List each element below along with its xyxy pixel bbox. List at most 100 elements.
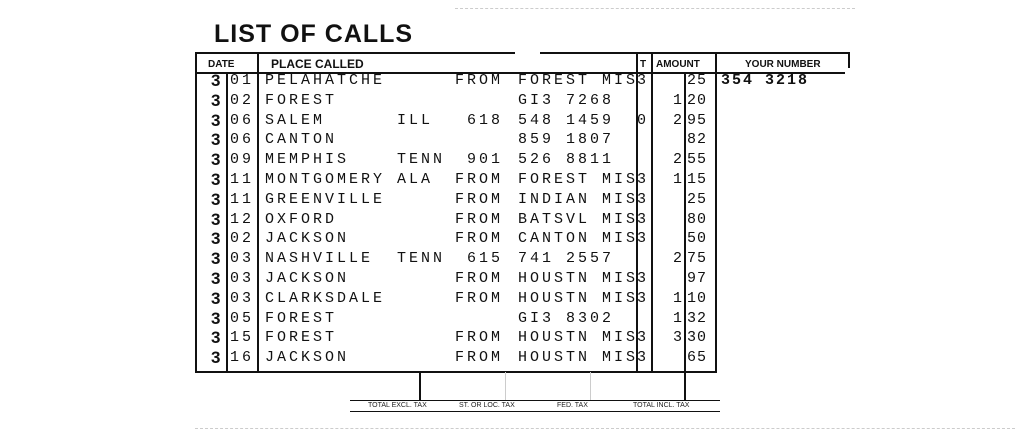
type-code: 3 xyxy=(637,349,650,367)
date-day: 16 xyxy=(230,349,255,367)
call-row: 3 15 FOREST FROM HOUSTN MIS 3 3 30 xyxy=(0,328,1023,348)
column-divider xyxy=(226,74,228,372)
total-incl-tax-label: TOTAL INCL. TAX xyxy=(633,402,690,409)
type-code: 3 xyxy=(637,230,650,248)
type-code: 3 xyxy=(637,329,650,347)
place-city: JACKSON xyxy=(265,230,350,248)
header-date: DATE xyxy=(208,59,235,70)
call-row: 3 05 FOREST GI3 8302 1 32 xyxy=(0,309,1023,329)
place-number: FOREST MIS xyxy=(518,171,639,188)
type-code: 3 xyxy=(637,289,650,307)
type-code: 3 xyxy=(637,210,650,228)
place-city: PELAHATCHE xyxy=(265,72,386,89)
place-number: HOUSTN MIS xyxy=(518,289,639,307)
place-state: ILL xyxy=(397,111,434,129)
amount-cents: 20 xyxy=(687,91,708,109)
header-your-number: YOUR NUMBER xyxy=(745,59,821,70)
column-divider xyxy=(715,52,717,372)
place-via: FROM xyxy=(455,190,504,208)
date-day: 03 xyxy=(230,270,255,287)
date-day: 11 xyxy=(230,190,255,208)
amount-cents: 25 xyxy=(687,190,708,208)
place-number: FOREST MIS xyxy=(518,72,639,89)
totals-divider xyxy=(590,372,591,400)
date-month: 3 xyxy=(211,150,221,170)
date-day: 06 xyxy=(230,131,255,149)
your-number: 354 3218 xyxy=(721,72,810,89)
place-city: FOREST xyxy=(265,91,338,109)
date-month: 3 xyxy=(211,249,221,269)
place-number: 548 1459 xyxy=(518,111,615,129)
place-city: MONTGOMERY xyxy=(265,171,386,188)
place-city: NASHVILLE xyxy=(265,250,374,268)
place-via: FROM xyxy=(455,329,504,347)
place-via: FROM xyxy=(455,171,504,188)
header-place-called: PLACE CALLED xyxy=(271,57,364,71)
place-city: JACKSON xyxy=(265,349,350,367)
scan-artifact xyxy=(195,428,1015,429)
place-number: CANTON MIS xyxy=(518,230,639,248)
place-via: FROM xyxy=(455,349,504,367)
amount-cents: 97 xyxy=(687,270,708,287)
date-month: 3 xyxy=(211,269,221,288)
place-number: 526 8811 xyxy=(518,151,615,169)
fed-tax-label: FED. TAX xyxy=(557,402,588,409)
place-number: GI3 8302 xyxy=(518,309,615,327)
call-row: 3 02 FOREST GI3 7268 1 20 xyxy=(0,91,1023,111)
amount-cents: 65 xyxy=(687,349,708,367)
place-via: FROM xyxy=(455,210,504,228)
amount-dollars: 1 xyxy=(672,171,683,188)
call-row: 3 03 CLARKSDALE FROM HOUSTN MIS 3 1 10 xyxy=(0,289,1023,309)
date-day: 09 xyxy=(230,151,255,169)
table-top-border xyxy=(195,52,515,54)
st-loc-tax-label: ST. OR LOC. TAX xyxy=(459,402,515,409)
column-divider xyxy=(257,52,259,372)
amount-cents: 10 xyxy=(687,289,708,307)
header-t: T xyxy=(640,59,647,70)
date-month: 3 xyxy=(211,189,221,209)
header-amount: AMOUNT xyxy=(656,59,700,70)
date-day: 02 xyxy=(230,91,255,109)
amount-cents: 15 xyxy=(687,171,708,188)
totals-line xyxy=(350,400,720,401)
totals-divider xyxy=(419,372,421,400)
amount-cents: 32 xyxy=(687,309,708,327)
place-city: JACKSON xyxy=(265,270,350,287)
date-month: 3 xyxy=(211,229,221,249)
amount-cents: 30 xyxy=(687,329,708,347)
date-month: 3 xyxy=(211,71,221,90)
place-number: HOUSTN MIS xyxy=(518,349,639,367)
amount-cents: 50 xyxy=(687,230,708,248)
place-via: 901 xyxy=(466,151,503,169)
place-number: HOUSTN MIS xyxy=(518,270,639,287)
place-city: FOREST xyxy=(265,329,338,347)
page-title: LIST OF CALLS xyxy=(214,20,414,48)
place-state: TENN xyxy=(397,151,446,169)
call-row: 3 06 CANTON 859 1807 82 xyxy=(0,130,1023,150)
place-city: CANTON xyxy=(265,131,338,149)
amount-cents: 82 xyxy=(687,131,708,149)
scan-artifact xyxy=(455,8,855,9)
call-row: 3 03 JACKSON FROM HOUSTN MIS 3 97 xyxy=(0,269,1023,289)
place-city: SALEM xyxy=(265,111,326,129)
place-number: 859 1807 xyxy=(518,131,615,149)
date-month: 3 xyxy=(211,130,221,150)
date-day: 11 xyxy=(230,171,255,188)
date-month: 3 xyxy=(211,110,221,130)
column-divider xyxy=(848,52,850,68)
date-month: 3 xyxy=(211,308,221,328)
date-day: 03 xyxy=(230,250,255,268)
call-row: 3 12 OXFORD FROM BATSVL MIS 3 80 xyxy=(0,210,1023,230)
amount-dollars: 2 xyxy=(672,111,683,129)
type-code: 3 xyxy=(637,171,650,188)
place-via: FROM xyxy=(455,270,504,287)
place-state: ALA xyxy=(397,171,434,188)
date-month: 3 xyxy=(211,90,221,110)
amount-cents: 95 xyxy=(687,111,708,129)
place-via: 618 xyxy=(466,111,503,129)
call-row: 3 16 JACKSON FROM HOUSTN MIS 3 65 xyxy=(0,348,1023,368)
amount-dollars: 1 xyxy=(672,289,683,307)
call-row: 3 01 PELAHATCHE FROM FOREST MIS 3 25 xyxy=(0,71,1023,91)
totals-divider xyxy=(505,372,506,400)
place-city: MEMPHIS xyxy=(265,151,350,169)
